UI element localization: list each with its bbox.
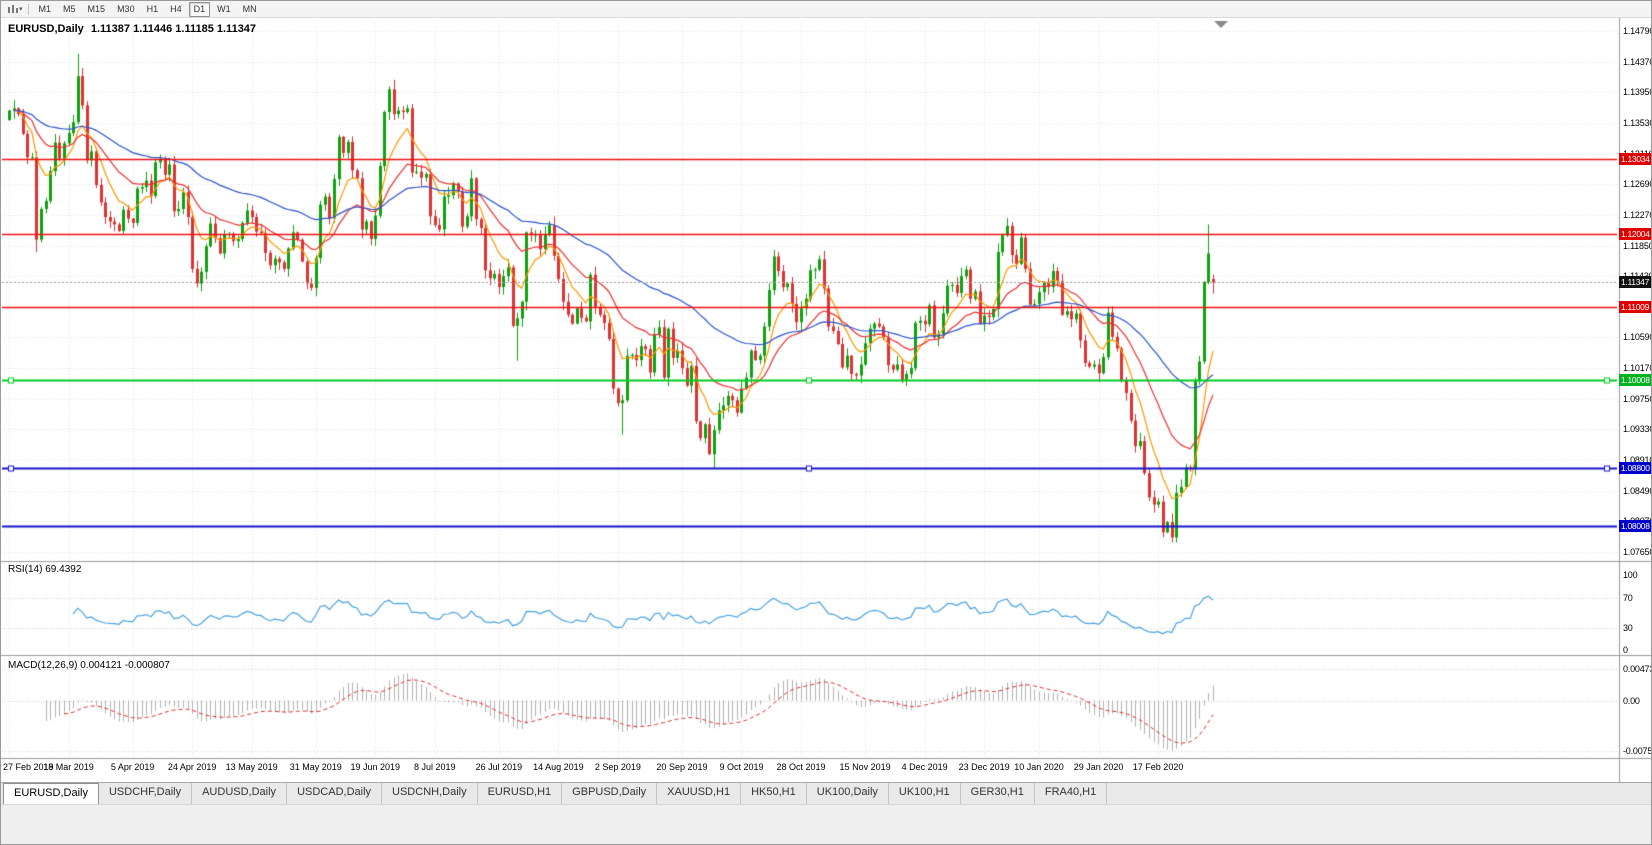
hline-price-badge: 1.12004 xyxy=(1619,228,1651,241)
chart-ohlc-label: 1.11387 1.11446 1.11185 1.11347 xyxy=(90,23,257,35)
chart-type-icon[interactable] xyxy=(4,2,21,16)
time-axis-label: 23 Dec 2019 xyxy=(958,762,1010,772)
chart-title: EURUSD,Daily 1.11387 1.11446 1.11185 1.1… xyxy=(8,23,260,35)
hline-price-badge: 1.11009 xyxy=(1619,300,1651,313)
price-axis-label: 1.09330 xyxy=(1623,424,1652,435)
price-axis-label: 1.12270 xyxy=(1623,209,1652,220)
timeframe-button-mn[interactable]: MN xyxy=(242,3,257,14)
macd-axis-label: 0.004738 xyxy=(1623,664,1651,674)
price-axis-label: 1.10590 xyxy=(1623,332,1652,343)
chart-tab-fra40-h1[interactable]: FRA40,H1 xyxy=(1035,783,1108,804)
chart-tab-eurusd-h1[interactable]: EURUSD,H1 xyxy=(478,783,563,804)
rsi-axis-label: 100 xyxy=(1623,570,1638,580)
price-chart-canvas[interactable] xyxy=(1,18,1651,782)
time-axis-label: 24 Apr 2019 xyxy=(167,762,217,772)
price-axis-label: 1.10170 xyxy=(1623,363,1652,374)
rsi-axis-label: 70 xyxy=(1623,592,1633,603)
timeframe-toolbar: ▾ M1 M5 M15 M30 H1 H4 D1 W1 MN xyxy=(1,1,1651,18)
timeframe-button-m1[interactable]: M1 xyxy=(38,3,52,14)
time-axis-label: 13 May 2019 xyxy=(225,762,278,772)
price-axis-label: 1.08490 xyxy=(1623,485,1652,496)
time-axis-label: 18 Mar 2019 xyxy=(43,762,94,772)
chart-tab-ger30-h1[interactable]: GER30,H1 xyxy=(961,783,1035,804)
hline-price-badge: 1.08800 xyxy=(1619,462,1651,475)
timeframe-button-d1[interactable]: D1 xyxy=(188,1,211,17)
timeframe-button-m30[interactable]: M30 xyxy=(117,3,135,14)
timeframe-button-m15[interactable]: M15 xyxy=(87,3,106,14)
time-axis-label: 8 Jul 2019 xyxy=(413,762,456,772)
macd-indicator-label: MACD(12,26,9) 0.004121 -0.000807 xyxy=(8,660,170,671)
toolbar-separator xyxy=(27,3,29,15)
timeframe-button-h4[interactable]: H4 xyxy=(170,3,182,14)
chart-tab-usdchf-daily[interactable]: USDCHF,Daily xyxy=(99,783,193,804)
chart-tab-xauusd-h1[interactable]: XAUUSD,H1 xyxy=(657,783,742,804)
chart-symbol-label: EURUSD,Daily xyxy=(8,23,84,35)
timeframe-button-h1[interactable]: H1 xyxy=(146,3,159,14)
time-axis-label: 17 Feb 2020 xyxy=(1132,762,1184,772)
time-axis-label: 29 Jan 2020 xyxy=(1073,762,1124,772)
chart-tab-gbpusd-daily[interactable]: GBPUSD,Daily xyxy=(562,783,658,804)
rsi-axis-label: 0 xyxy=(1623,645,1628,655)
status-bar xyxy=(1,804,1651,844)
chart-tab-eurusd-daily[interactable]: EURUSD,Daily xyxy=(3,783,99,804)
hline-price-badge: 1.10008 xyxy=(1619,373,1651,386)
price-axis-label: 1.07650 xyxy=(1623,547,1652,557)
dropdown-caret-icon[interactable]: ▾ xyxy=(19,6,23,13)
macd-axis-label: 0.00 xyxy=(1623,695,1640,706)
rsi-indicator-label: RSI(14) 69.4392 xyxy=(8,564,82,575)
timeframe-button-m5[interactable]: M5 xyxy=(63,3,76,14)
chart-tab-bar: EURUSD,Daily USDCHF,Daily AUDUSD,Daily USDC… xyxy=(1,782,1651,804)
price-axis-label: 1.11850 xyxy=(1623,240,1652,251)
price-axis-label: 1.08910 xyxy=(1623,455,1652,466)
time-axis-label: 2 Sep 2019 xyxy=(594,762,641,772)
chart-tab-uk100-h1[interactable]: UK100,H1 xyxy=(889,783,961,804)
time-axis-label: 4 Dec 2019 xyxy=(901,762,948,772)
macd-axis-label: -0.007584 xyxy=(1623,746,1652,756)
time-axis-label: 31 May 2019 xyxy=(289,762,342,772)
mini-chart-icon xyxy=(7,5,18,13)
hline-price-badge: 1.13034 xyxy=(1619,153,1651,166)
time-axis-label: 27 Feb 2019 xyxy=(3,762,54,772)
price-axis-label: 1.13950 xyxy=(1623,87,1652,98)
price-axis-label: 1.14790 xyxy=(1623,26,1652,36)
price-axis-label: 1.09750 xyxy=(1623,393,1652,404)
time-axis-label: 14 Aug 2019 xyxy=(533,762,584,772)
chart-tab-usdcad-daily[interactable]: USDCAD,Daily xyxy=(287,783,383,804)
timeframe-buttons: M1 M5 M15 M30 H1 H4 D1 W1 MN xyxy=(33,1,263,17)
chart-tab-uk100-daily[interactable]: UK100,Daily xyxy=(807,783,889,804)
time-axis-label: 5 Apr 2019 xyxy=(110,762,155,772)
time-axis-label: 26 Jul 2019 xyxy=(475,762,523,772)
time-axis-label: 10 Jan 2020 xyxy=(1014,762,1064,772)
hline-price-badge: 1.08008 xyxy=(1619,519,1651,532)
price-axis-label: 1.14370 xyxy=(1623,56,1652,67)
time-axis-label: 28 Oct 2019 xyxy=(776,762,826,772)
chart-tab-hk50-h1[interactable]: HK50,H1 xyxy=(741,783,807,804)
rsi-axis-label: 30 xyxy=(1623,622,1633,633)
time-axis-label: 19 Jun 2019 xyxy=(350,762,401,772)
time-axis-label: 15 Nov 2019 xyxy=(839,762,891,772)
price-axis-label: 1.11430 xyxy=(1623,271,1651,281)
price-axis-label: 1.13530 xyxy=(1623,117,1652,128)
chart-tab-usdcnh-daily[interactable]: USDCNH,Daily xyxy=(382,783,478,804)
time-axis-label: 20 Sep 2019 xyxy=(656,762,708,772)
current-price-badge: 1.11347 xyxy=(1619,276,1651,289)
chart-tab-audusd-daily[interactable]: AUDUSD,Daily xyxy=(192,783,288,804)
price-axis-label: 1.12690 xyxy=(1623,179,1652,190)
time-axis-label: 9 Oct 2019 xyxy=(719,762,764,772)
timeframe-button-w1[interactable]: W1 xyxy=(217,3,231,14)
